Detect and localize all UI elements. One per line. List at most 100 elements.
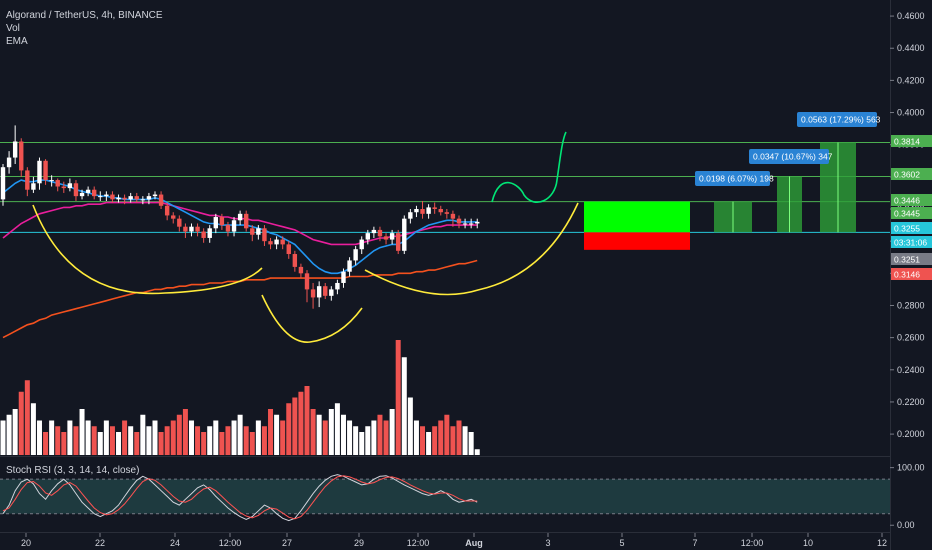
volume-bar (79, 409, 85, 455)
candle-body (134, 196, 139, 200)
volume-bar (73, 426, 79, 455)
volume-bar (36, 420, 42, 455)
candle-body (61, 186, 66, 189)
candle-body (286, 244, 291, 255)
volume-bar (286, 403, 292, 455)
candle-body (122, 197, 127, 200)
volume-bar (334, 403, 340, 455)
volume-bar (340, 414, 346, 455)
candle-body (450, 213, 456, 219)
candle-body (79, 192, 85, 197)
candle-body (256, 228, 261, 235)
volume-bar (438, 420, 444, 455)
time-tick-label: 12:00 (407, 538, 430, 548)
candle-body (335, 282, 340, 290)
price-tick-label: 0.4400 (897, 43, 925, 53)
time-tick-label: 22 (95, 538, 105, 548)
volume-bar (377, 414, 383, 455)
volume-bar (97, 432, 103, 455)
candle-body (402, 218, 407, 251)
time-tick-label: 12 (877, 538, 887, 548)
candle-body (377, 229, 383, 237)
stoch-rsi-d-line (2, 475, 478, 520)
volume-bar (49, 420, 55, 455)
volume-bar (274, 414, 280, 455)
candle-body (116, 197, 121, 200)
volume-bar (450, 426, 456, 455)
candle-body (55, 180, 60, 187)
stoch-rsi-label[interactable]: Stoch RSI (3, 3, 14, 14, close) (6, 465, 140, 476)
volume-bar (365, 426, 371, 455)
volume-bar (0, 420, 6, 455)
volume-bar (255, 420, 261, 455)
target-callout-label: 0.0347 (10.67%) 347 (753, 152, 833, 162)
candle-body (444, 212, 450, 214)
candle-body (183, 226, 188, 232)
pattern-arc-right-shoulder (364, 202, 579, 296)
volume-bar (170, 420, 176, 455)
volume-bar (413, 420, 419, 455)
volume-indicator-label[interactable]: Vol (6, 23, 20, 34)
price-tick-label: 0.2600 (897, 333, 925, 343)
time-tick-label: 10 (803, 538, 813, 548)
volume-bar (213, 420, 219, 455)
candle-body (268, 241, 273, 245)
volume-bar (6, 414, 12, 455)
time-tick-label: 29 (354, 538, 364, 548)
volume-bar (249, 432, 255, 455)
volume-bar (231, 420, 237, 455)
volume-bar (468, 432, 474, 455)
candle-body (353, 249, 358, 261)
price-tick-label: 0.2000 (897, 429, 925, 439)
volume-bar (432, 426, 438, 455)
price-scale-label (891, 168, 932, 180)
volume-bar (207, 426, 213, 455)
price-scale-label-text: 0.3146 (894, 270, 920, 280)
volume-bar (67, 420, 73, 455)
candle-body (177, 218, 182, 227)
candle-body (12, 141, 18, 158)
price-scale-label (891, 207, 932, 219)
candle-body (43, 160, 48, 181)
time-tick-label: 20 (21, 538, 31, 548)
symbol-title[interactable]: Algorand / TetherUS, 4h, BINANCE (6, 10, 163, 21)
volume-bar (383, 420, 389, 455)
price-scale-label (891, 222, 932, 234)
candle-body (19, 141, 24, 171)
volume-bar (195, 426, 201, 455)
target-callout (797, 112, 877, 127)
candle-body (359, 239, 364, 250)
volume-bar (328, 409, 334, 455)
candle-body (219, 217, 225, 226)
price-scale-label-text: 03:31:06 (894, 238, 927, 248)
candle-body (85, 189, 91, 193)
volume-bar (140, 414, 146, 455)
candle-body (329, 289, 334, 296)
candle-body (140, 199, 146, 201)
volume-bar (316, 414, 322, 455)
candle-body (213, 217, 218, 229)
volume-bar (18, 391, 24, 455)
volume-bar (225, 426, 231, 455)
volume-bar (164, 426, 170, 455)
volume-bar (176, 414, 182, 455)
price-scale-label (891, 253, 932, 265)
candle-body (316, 286, 322, 298)
volume-bar (261, 426, 267, 455)
price-scale-label-text: 0.3602 (894, 170, 920, 180)
price-scale-label (891, 268, 932, 280)
candle-body (262, 228, 267, 242)
price-tick-label: 0.4200 (897, 75, 925, 85)
candle-body (438, 209, 443, 213)
volume-bar (122, 420, 128, 455)
volume-bar (474, 449, 480, 455)
candle-body (92, 189, 97, 197)
ema-indicator-label[interactable]: EMA (6, 36, 28, 47)
candle-body (201, 231, 206, 238)
volume-bar (420, 426, 426, 455)
candle-body (292, 254, 298, 267)
candle-body (104, 194, 109, 197)
candle-body (25, 170, 30, 190)
